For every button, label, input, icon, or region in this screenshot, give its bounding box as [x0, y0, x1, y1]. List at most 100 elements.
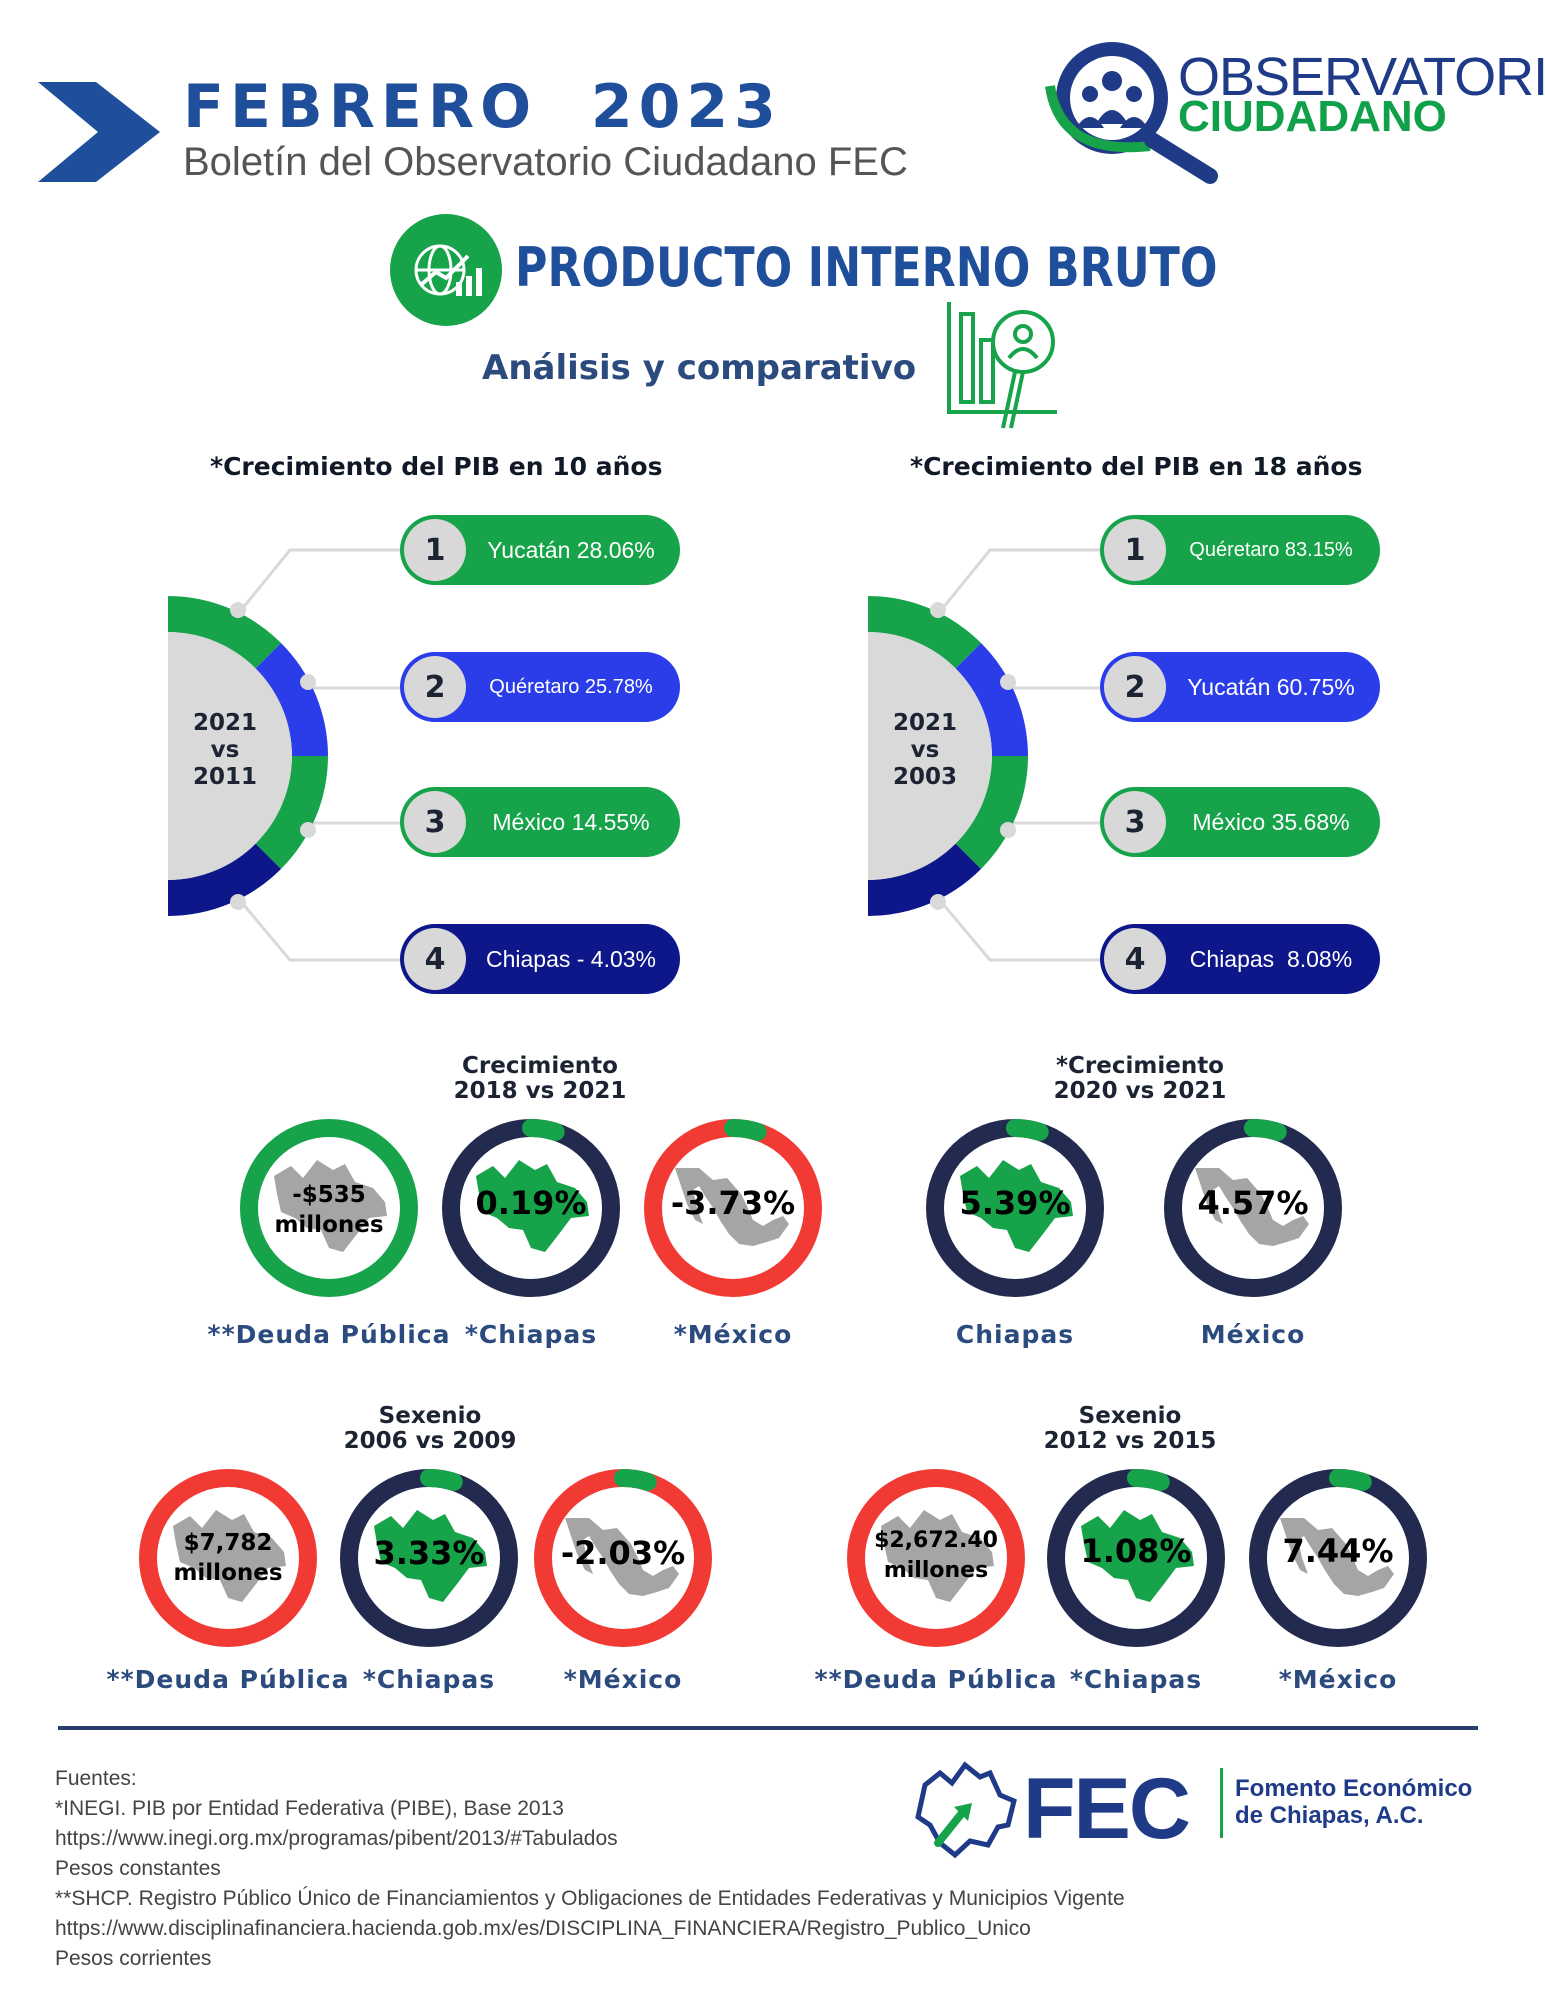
value-line: $7,782 [183, 1530, 273, 1556]
donut-deuda-2012-2015 [843, 1465, 1029, 1651]
donut-ring-svg [340, 1469, 518, 1647]
donut-caption: **Deuda Pública [814, 1665, 1058, 1694]
donut-value: 3.33% [373, 1534, 485, 1572]
ranking-18y-item-4: 4 Chiapas 8.08% [1100, 924, 1380, 994]
donut-ring-svg [644, 1119, 822, 1297]
donut-progress-arc [614, 1469, 657, 1491]
ranking-18y-item-1: 1 Quéretaro 83.15% [1100, 515, 1380, 585]
chiapas-map-icon [173, 1510, 286, 1602]
period-end: 2003 [892, 764, 957, 790]
donut-ring-svg [926, 1119, 1104, 1297]
donut-caption: *México [673, 1320, 793, 1349]
rank-label: Quéretaro 25.78% [489, 675, 653, 698]
mexico-map-icon [565, 1518, 679, 1596]
fec-org-name: Fomento Económico de Chiapas, A.C. [1235, 1775, 1472, 1829]
value-line: $2,672.40 [874, 1528, 998, 1553]
donut-caption: *Chiapas [1069, 1665, 1203, 1694]
group-2012-2015-title: Sexenio 2012 vs 2015 [1020, 1404, 1240, 1454]
source-line: Pesos constantes [55, 1857, 221, 1880]
rank-number: 1 [1104, 519, 1166, 581]
source-line: Pesos corrientes [55, 1947, 212, 1970]
mexico-map-icon [1195, 1168, 1309, 1246]
source-line: https://www.disciplinafinanciera.haciend… [55, 1917, 1031, 1940]
donut-chiapas-2020-2021 [922, 1115, 1108, 1301]
ranking-18y-item-3: 3 México 35.68% [1100, 787, 1380, 857]
group-2020-2021-title: *Crecimiento 2020 vs 2021 [1030, 1054, 1250, 1104]
ranking-18y-semicircle [868, 596, 1028, 916]
ranking-18y-connectors [936, 548, 1100, 962]
ranking-10y-item-2: 2 Quéretaro 25.78% [400, 652, 680, 722]
ranking-18y-item-2: 2 Yucatán 60.75% [1100, 652, 1380, 722]
chiapas-map-icon [1081, 1510, 1194, 1602]
value-line: -$535 [292, 1182, 366, 1208]
donut-caption: **Deuda Pública [207, 1320, 451, 1349]
ranking-10y-item-1: 1 Yucatán 28.06% [400, 515, 680, 585]
group-2018-2021-title: Crecimiento 2018 vs 2021 [430, 1054, 650, 1104]
chiapas-map-icon [476, 1160, 589, 1252]
donut-caption: *México [563, 1665, 683, 1694]
donut-progress-arc [1244, 1119, 1287, 1141]
donut-ring [847, 1469, 1025, 1647]
donut-mexico-2018-2021 [640, 1115, 826, 1301]
section-subtitle: Análisis y comparativo [482, 348, 917, 388]
mexico-map-icon [675, 1168, 789, 1246]
period-start: 2021 [192, 710, 257, 736]
donut-value: $7,782 millones [135, 1528, 321, 1588]
donut-progress-arc [724, 1119, 767, 1141]
donut-progress-arc [1006, 1119, 1049, 1141]
globe-growth-icon [390, 214, 502, 326]
donut-value: -2.03% [560, 1534, 686, 1572]
donut-chiapas-2018-2021 [438, 1115, 624, 1301]
donut-progress-arc [420, 1469, 463, 1491]
period-start: 2021 [892, 710, 957, 736]
donut-caption: *México [1278, 1665, 1398, 1694]
mexico-map-icon [1280, 1518, 1394, 1596]
donut-ring-svg [1164, 1119, 1342, 1297]
chiapas-map-icon [960, 1160, 1073, 1252]
donut-value: 1.08% [1080, 1532, 1192, 1570]
rank-number: 4 [1104, 928, 1166, 990]
donut-ring-svg [847, 1469, 1025, 1647]
donut-caption: *Chiapas [464, 1320, 598, 1349]
donut-deuda-2006-2009 [135, 1465, 321, 1651]
donut-ring [139, 1469, 317, 1647]
donut-caption: México [1200, 1320, 1306, 1349]
fec-chiapas-map-logo-icon [915, 1761, 1017, 1859]
donut-progress-arc [522, 1119, 565, 1141]
donut-deuda-2018-2021 [236, 1115, 422, 1301]
donut-mexico-2012-2015 [1245, 1465, 1431, 1651]
group-title-line1: Sexenio [378, 1403, 482, 1429]
group-2006-2009-title: Sexenio 2006 vs 2009 [320, 1404, 540, 1454]
rank-label: México 35.68% [1192, 808, 1350, 835]
donut-mexico-2020-2021 [1160, 1115, 1346, 1301]
donut-value: 7.44% [1282, 1532, 1394, 1570]
donut-value: 0.19% [475, 1184, 587, 1222]
ranking-10y-semicircle [168, 596, 328, 916]
group-title-line1: Sexenio [1078, 1403, 1182, 1429]
rank-label: México 14.55% [492, 808, 650, 835]
donut-ring-svg [442, 1119, 620, 1297]
rank-number: 3 [1104, 791, 1166, 853]
value-line: millones [274, 1212, 384, 1238]
donut-value: $2,672.40 millones [843, 1526, 1029, 1586]
group-title-line2: 2018 vs 2021 [453, 1078, 627, 1104]
donut-value: -3.73% [670, 1184, 796, 1222]
ranking-10y-connectors [236, 548, 400, 962]
chiapas-map-icon [881, 1510, 994, 1602]
ranking-18y-title: *Crecimiento del PIB en 18 años [910, 452, 1363, 481]
period-end: 2011 [192, 764, 257, 790]
bulletin-date: FEBRERO 2023 [183, 72, 782, 142]
org-line: de Chiapas, A.C. [1235, 1802, 1424, 1829]
source-line: *INEGI. PIB por Entidad Federativa (PIBE… [55, 1797, 564, 1820]
donut-ring-svg [1047, 1469, 1225, 1647]
source-line: https://www.inegi.org.mx/programas/piben… [55, 1827, 618, 1850]
donut-ring-svg [1249, 1469, 1427, 1647]
group-title-line2: 2020 vs 2021 [1053, 1078, 1227, 1104]
donut-caption: Chiapas [955, 1320, 1075, 1349]
group-title-line1: Crecimiento [462, 1053, 618, 1079]
period-vs: vs [910, 737, 940, 763]
group-title-line1: *Crecimiento [1056, 1053, 1224, 1079]
rank-label: Yucatán 60.75% [1187, 673, 1355, 700]
source-line: **SHCP. Registro Público Único de Financ… [55, 1887, 1125, 1910]
rank-number: 4 [404, 928, 466, 990]
